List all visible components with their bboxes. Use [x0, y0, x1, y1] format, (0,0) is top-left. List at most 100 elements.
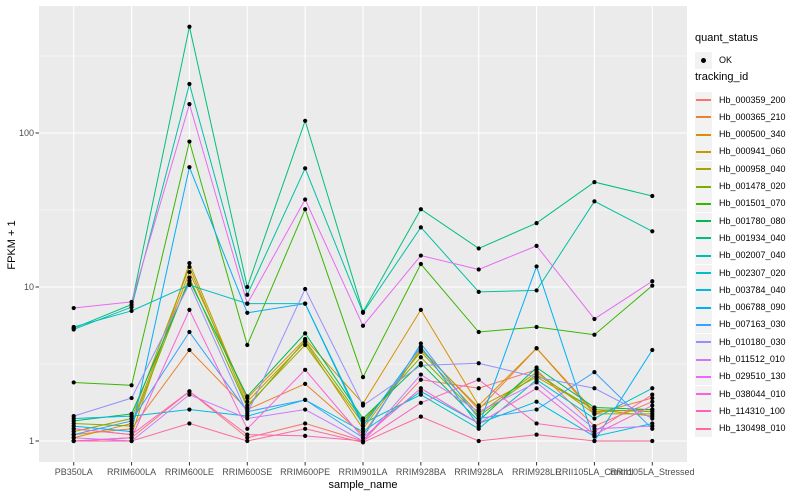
data-point: [650, 347, 655, 353]
x-tick-label: RRIM901LA: [338, 467, 387, 477]
legend-line-swatch: [696, 185, 711, 188]
data-point: [534, 432, 539, 437]
legend-label-ok: OK: [719, 55, 733, 65]
legend-key-Hb_001780_080: [695, 212, 712, 230]
legend-line-swatch: [696, 202, 711, 205]
legend-label-Hb_001478_020: Hb_001478_020: [719, 181, 786, 191]
data-point: [187, 307, 192, 313]
data-point: [303, 338, 308, 343]
data-point: [534, 374, 539, 380]
data-point: [476, 438, 481, 444]
legend-label-Hb_000500_340: Hb_000500_340: [719, 129, 786, 140]
data-point: [360, 423, 366, 429]
legend-line-swatch: [696, 116, 711, 119]
data-point: [650, 395, 655, 401]
data-point: [303, 421, 308, 426]
data-point: [303, 342, 308, 348]
data-point: [245, 399, 250, 404]
data-point: [245, 292, 250, 297]
data-point: [129, 429, 134, 434]
data-point: [303, 397, 308, 402]
data-point: [534, 243, 539, 248]
x-axis-title: sample_name: [328, 479, 398, 491]
legend-label-Hb_029510_130: Hb_029510_130: [719, 371, 786, 382]
legend-key-Hb_011512_010: [695, 351, 712, 368]
data-point: [476, 267, 481, 272]
legend-line-swatch: [696, 254, 711, 257]
data-point: [592, 179, 597, 185]
data-point: [418, 341, 423, 346]
legend-line-swatch: [696, 220, 711, 223]
data-point: [534, 386, 539, 391]
data-point: [476, 329, 481, 335]
x-tick-label: RRIM600LE: [165, 467, 214, 477]
legend-key-Hb_000958_040: [695, 160, 712, 178]
data-point: [360, 403, 366, 408]
y-axis-title: FPKM + 1: [6, 220, 18, 270]
x-tick-label: RRIM600PE: [280, 467, 330, 477]
data-point: [650, 407, 655, 412]
data-point: [71, 435, 76, 440]
data-point: [71, 426, 76, 431]
legend-key-Hb_003784_040: [695, 281, 712, 299]
legend-key-Hb_000500_340: [695, 126, 712, 144]
data-point: [534, 399, 539, 404]
x-tick-label: RRII105LA_Stressed: [610, 467, 695, 477]
data-point: [187, 392, 192, 397]
data-point: [71, 438, 76, 444]
data-point: [303, 166, 308, 171]
legend-key-Hb_001934_040: [695, 229, 712, 247]
legend-key-Hb_007163_030: [695, 316, 712, 334]
legend-line-swatch: [696, 133, 711, 136]
legend-line-swatch: [696, 427, 711, 430]
data-point: [129, 305, 134, 310]
data-point: [592, 316, 597, 322]
data-point: [592, 432, 597, 437]
data-point: [592, 438, 597, 444]
data-point: [187, 102, 192, 107]
legend-label-Hb_006788_090: Hb_006788_090: [719, 302, 786, 313]
data-point: [245, 301, 250, 306]
data-point: [418, 349, 423, 354]
data-point: [534, 380, 539, 385]
data-point: [71, 324, 76, 330]
legend-label-Hb_003784_040: Hb_003784_040: [719, 284, 786, 295]
data-point: [360, 429, 366, 434]
data-point: [303, 381, 308, 386]
data-point: [303, 433, 308, 438]
legend-key-Hb_000359_200: [695, 91, 712, 109]
legend-line-swatch: [696, 289, 711, 292]
x-tick-label: RRIM928LA: [454, 467, 503, 477]
data-point: [71, 380, 76, 385]
data-point: [476, 386, 481, 391]
data-point: [476, 416, 481, 421]
data-point: [418, 355, 423, 360]
legend-line-swatch: [696, 323, 711, 326]
data-point: [245, 438, 250, 444]
legend-key-Hb_001478_020: [695, 178, 712, 195]
data-point: [360, 432, 366, 437]
data-point: [650, 386, 655, 391]
data-point: [187, 281, 192, 286]
data-point: [650, 283, 655, 288]
legend-label-Hb_001934_040: Hb_001934_040: [719, 232, 786, 243]
data-point: [418, 389, 423, 394]
legend-line-swatch: [696, 375, 711, 378]
x-tick-label: PB350LA: [55, 467, 93, 477]
legend-label-Hb_001501_070: Hb_001501_070: [719, 198, 786, 209]
legend-key-Hb_010180_030: [695, 333, 712, 351]
data-point: [187, 139, 192, 144]
legend-key-Hb_002007_040: [695, 247, 712, 265]
data-point: [187, 421, 192, 426]
data-point: [650, 392, 655, 397]
legend-key-Hb_130498_010: [695, 420, 712, 438]
data-point: [129, 383, 134, 388]
data-point: [129, 435, 134, 440]
data-point: [360, 435, 366, 440]
data-point: [418, 307, 423, 313]
data-point: [534, 264, 539, 269]
data-point: [650, 403, 655, 408]
data-point: [650, 399, 655, 404]
x-tick-label: RRIM600SE: [222, 467, 272, 477]
data-point: [418, 377, 423, 382]
